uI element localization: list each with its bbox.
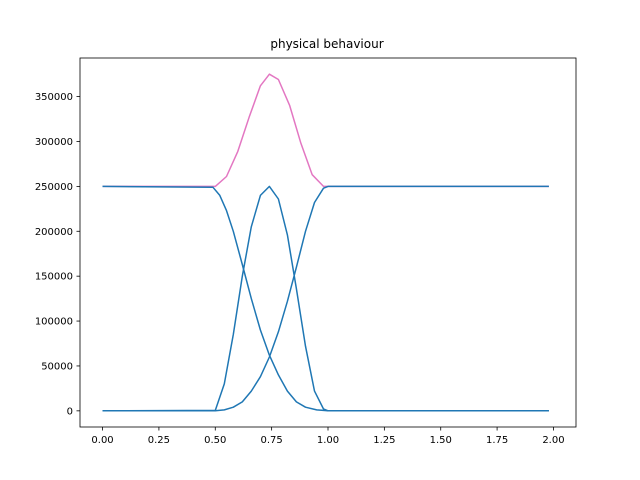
y-tick-label: 300000 [35, 137, 73, 148]
series-line-4 [102, 185, 549, 412]
x-axis: 0.00 0.25 0.50 0.75 1.00 1.25 1.50 1.75 2.00 [91, 427, 565, 446]
y-tick-label: 100000 [35, 317, 73, 328]
x-tick-label: 0.00 [91, 435, 113, 446]
y-tick-label: 50000 [41, 361, 73, 372]
chart-title: physical behaviour [270, 37, 383, 51]
x-tick-label: 0.75 [261, 435, 283, 446]
x-tick-label: 1.00 [317, 435, 339, 446]
series-line-3 [102, 185, 549, 412]
y-tick-label: 350000 [35, 92, 73, 103]
y-tick-label: 200000 [35, 227, 73, 238]
x-tick-label: 0.25 [148, 435, 170, 446]
series-line-2 [102, 185, 549, 412]
x-tick-label: 1.50 [430, 435, 452, 446]
x-tick-label: 0.50 [204, 435, 226, 446]
series-group [102, 73, 549, 412]
y-tick-label: 150000 [35, 272, 73, 283]
x-tick-label: 1.25 [373, 435, 395, 446]
y-axis: 0 50000 100000 150000 200000 250000 300000 3500… [35, 92, 80, 417]
x-tick-label: 2.00 [542, 435, 564, 446]
plot-frame [79, 57, 577, 428]
x-tick-label: 1.75 [486, 435, 508, 446]
y-tick-label: 0 [67, 406, 73, 417]
y-tick-label: 250000 [35, 182, 73, 193]
series-line-1 [102, 73, 549, 188]
